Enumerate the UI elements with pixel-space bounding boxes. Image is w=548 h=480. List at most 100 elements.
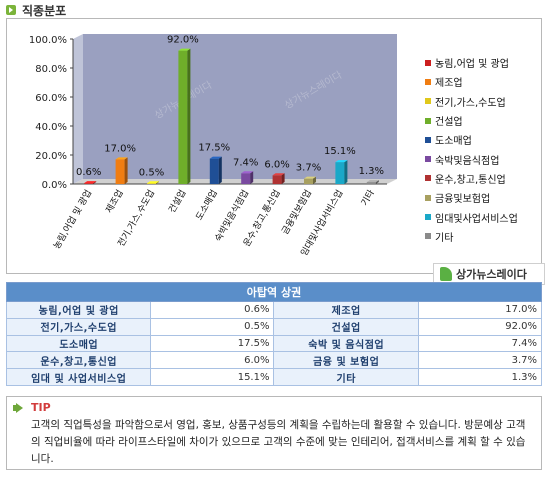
table-cell-value: 7.4% [417,334,543,353]
table-cell-label: 운수,창고,통신업 [5,351,152,370]
legend-item: 도소매업 [425,130,543,149]
table-cell-label: 농림,어업 및 광업 [5,301,152,319]
legend-item: 금융및보험업 [425,188,543,207]
tip-text: 고객의 직업특성을 파악함으로서 영업, 홍보, 상품구성등의 계획을 수립하는… [31,419,526,465]
x-tick-label: 건설업 [167,188,189,215]
x-tick-label: 제조업 [104,188,126,215]
y-tick-label: 40.0% [35,122,67,133]
bar-side [281,173,285,184]
bar-side [344,160,348,184]
table-cell-label: 전기,가스,수도업 [5,317,152,336]
table-row: 임대 및 사업서비스업 15.1% 기타 1.3% [5,368,543,386]
table-row: 도소매업 17.5% 숙박 및 음식점업 7.4% [5,334,543,353]
legend-label: 도소매업 [435,136,472,148]
bar-top [84,181,97,184]
bar-data-label: 0.6% [76,167,101,178]
bar [272,173,285,184]
table-cell-value: 17.5% [150,334,275,353]
bar-top [178,48,191,51]
bar-data-label: 6.0% [264,159,289,170]
bar-top [304,176,316,179]
bar-front [147,183,156,184]
x-tick-label: 금융및보험업 [279,188,314,237]
bar-front [178,50,188,184]
table-row: 전기,가스,수도업 0.5% 건설업 92.0% [5,317,543,336]
legend-swatch [425,136,431,143]
legend-item: 기타 [425,227,543,246]
legend-label: 농림,어업 및 광업 [435,59,509,71]
legend-item: 임대및사업서비스업 [425,207,543,226]
bar-front [241,173,251,184]
x-tick-label: 기타 [359,187,377,207]
chart-legend: 농림,어업 및 광업 제조업 전기,가스,수도업 건설업 도소매업 숙박및음식점업 운수,창… [425,53,543,246]
bar-data-label: 92.0% [167,35,199,46]
table-cell-value: 0.5% [150,317,275,336]
bar-data-label: 1.3% [359,166,384,177]
bar-side [156,181,159,184]
bar [335,160,348,184]
bar-top [241,171,254,174]
table-cell-label: 기타 [273,368,419,386]
legend-swatch [425,98,431,105]
bar-data-label: 15.1% [324,146,356,157]
plot-back-wall [83,34,397,179]
bar [84,181,97,184]
bar-top [366,180,379,183]
bar-side [187,48,191,184]
legend-item: 전기,가스,수도업 [425,92,543,111]
bar-top [209,156,222,159]
bar-side [93,181,97,184]
bar-top [335,160,348,163]
bar-top [272,173,285,176]
table-cell-value: 1.3% [417,368,543,386]
y-tick-label: 80.0% [35,64,67,75]
table-cell-value: 0.6% [150,301,275,319]
chart-frame: 상가뉴스레이다상가뉴스레이다0.0%20.0%40.0%60.0%80.0%10… [6,18,545,285]
legend-label: 건설업 [435,117,463,129]
bar-front [304,178,313,184]
legend-item: 운수,창고,통신업 [425,169,543,188]
table-row: 운수,창고,통신업 6.0% 금융 및 보험업 3.7% [5,351,543,370]
bar [366,180,379,184]
brand-logo-text: 상가뉴스레이다 [456,268,527,281]
legend-swatch [425,214,431,221]
bar [241,171,254,184]
bar-front [272,175,282,184]
section-title-text: 직종분포 [22,3,67,18]
bar-data-label: 0.5% [139,167,164,178]
x-tick-label: 도소매업 [194,188,220,222]
legend-swatch [425,78,431,85]
summary-table-title: 아탑역 상권 [6,282,542,302]
legend-swatch [425,233,431,240]
legend-label: 제조업 [435,78,463,90]
bar [178,48,191,184]
bar-front [366,182,376,184]
bar-side [124,157,128,184]
table-cell-label: 숙박 및 음식점업 [273,334,419,353]
bar-side [375,180,379,184]
section-title: 직종분포 [6,2,66,18]
brand-mark-icon [440,267,452,281]
bar-data-label: 17.0% [104,143,136,154]
bar-front [209,158,219,184]
bar-front [84,183,94,184]
table-cell-label: 금융 및 보험업 [273,351,419,370]
speaker-icon [13,402,27,413]
legend-label: 운수,창고,통신업 [435,174,506,186]
bar-side [313,176,316,184]
legend-item: 제조업 [425,72,543,91]
table-cell-value: 3.7% [417,351,543,370]
legend-label: 기타 [435,232,454,244]
bar-chart: 상가뉴스레이다상가뉴스레이다0.0%20.0%40.0%60.0%80.0%10… [29,34,397,258]
bar-front [115,159,125,184]
plot-side-wall [73,34,83,184]
legend-swatch [425,59,431,66]
bar-data-label: 3.7% [296,163,321,174]
legend-swatch [425,156,431,163]
arrow-bullet-icon [6,5,16,15]
bar [147,181,159,184]
bar-front [335,162,345,184]
bar-side [218,156,222,184]
legend-item: 농림,어업 및 광업 [425,53,543,72]
table-cell-value: 15.1% [150,368,275,386]
